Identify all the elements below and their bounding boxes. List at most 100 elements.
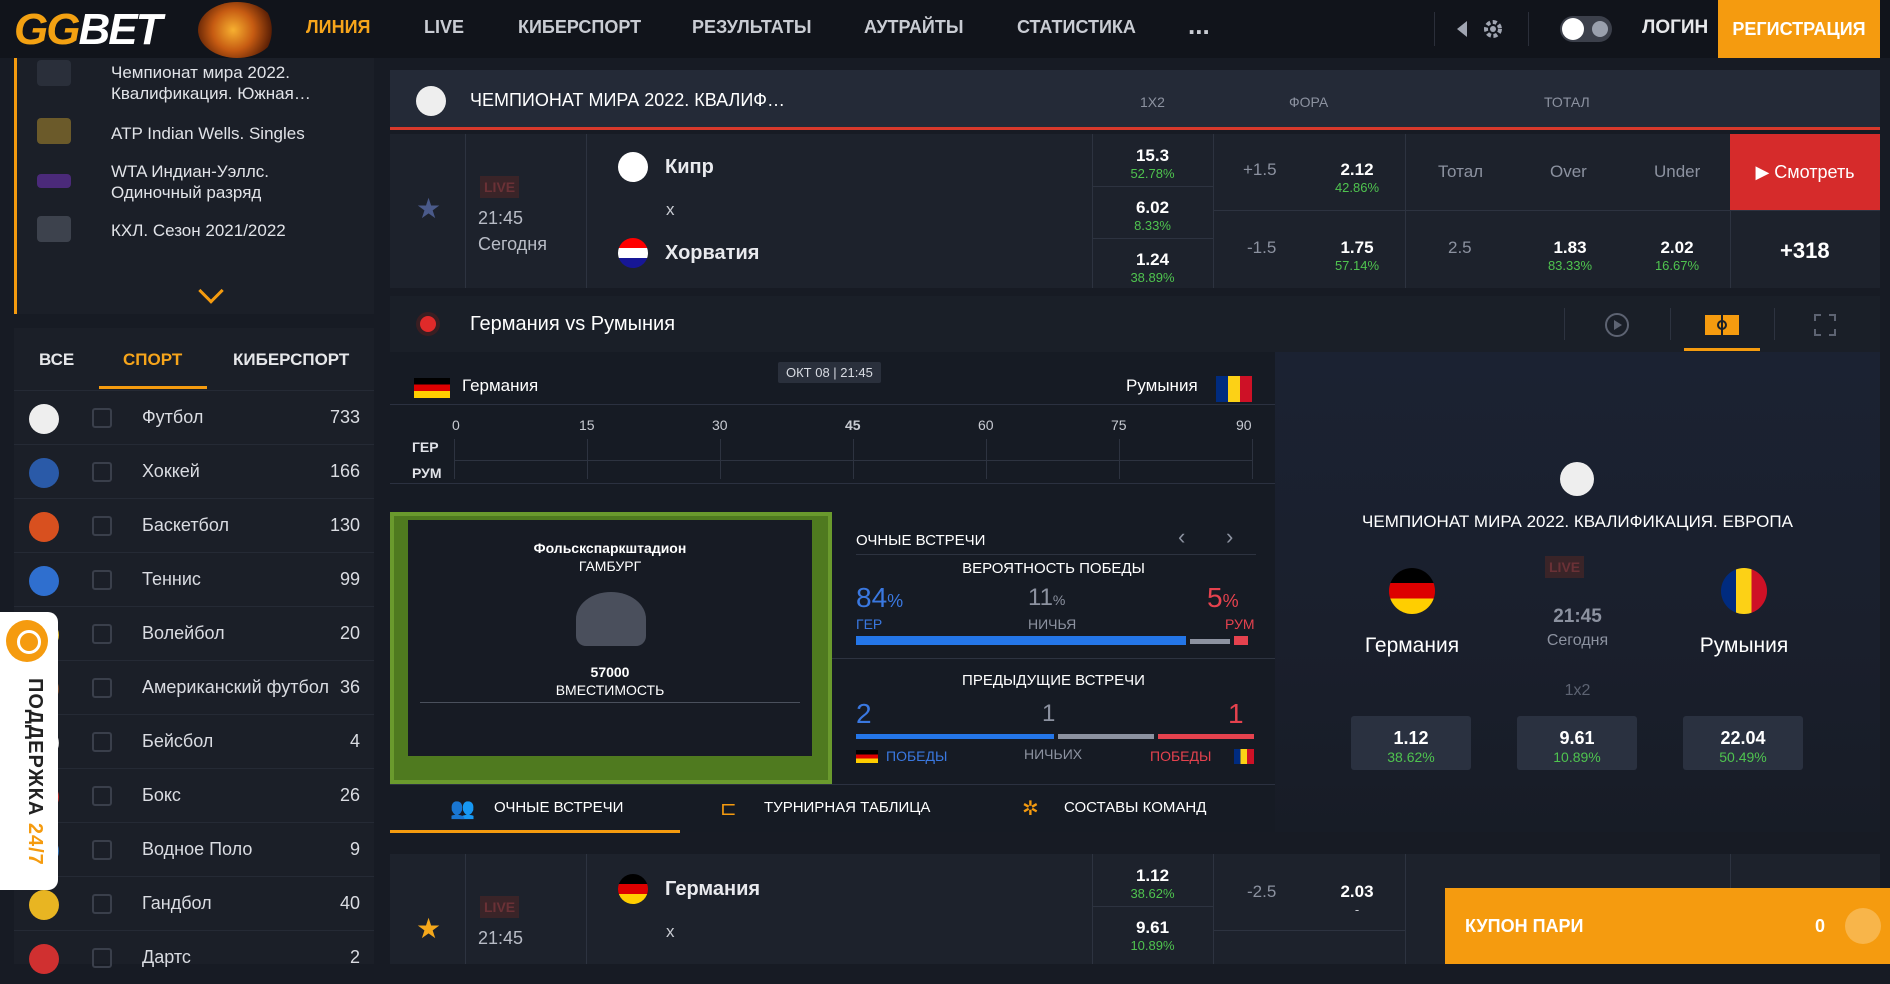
star-icon[interactable]: ★: [416, 193, 442, 224]
prob-home: 84: [856, 582, 888, 613]
checkbox[interactable]: [92, 408, 112, 428]
tick-label: 90: [1236, 417, 1252, 433]
tab-standings[interactable]: ТУРНИРНАЯ ТАБЛИЦА: [764, 799, 931, 816]
bet-slip[interactable]: КУПОН ПАРИ 0: [1445, 888, 1890, 964]
checkbox[interactable]: [92, 894, 112, 914]
league-title[interactable]: ЧЕМПИОНАТ МИРА 2022. КВАЛИФ…: [470, 90, 785, 110]
odd-button[interactable]: 9.61 10.89%: [1517, 716, 1637, 770]
sport-item-basketball[interactable]: Баскетбол 130: [14, 498, 374, 552]
league-item[interactable]: ATP Indian Wells. Singles: [111, 124, 305, 143]
checkbox[interactable]: [92, 678, 112, 698]
odd-button[interactable]: 2.12 42.86%: [1310, 160, 1404, 195]
chevron-right-icon[interactable]: ›: [1226, 524, 1234, 549]
tab-sport[interactable]: СПОРТ: [123, 350, 183, 369]
match-tracker: Германия ОКТ 08 | 21:45 Румыния 0 15 30 …: [390, 352, 1275, 833]
odd-percent: 38.62%: [1387, 749, 1435, 765]
theme-toggle[interactable]: [1560, 16, 1612, 42]
checkbox[interactable]: [92, 840, 112, 860]
timeline-row-divider: [454, 460, 1252, 461]
checkbox[interactable]: [92, 570, 112, 590]
away-label: РУМ: [1225, 616, 1255, 632]
sport-item-boxing[interactable]: Бокс 26: [14, 768, 374, 822]
odd-button[interactable]: 15.3 52.78%: [1092, 146, 1213, 181]
checkbox[interactable]: [92, 462, 112, 482]
odd-percent: 38.62%: [1130, 886, 1175, 901]
checkbox[interactable]: [92, 624, 112, 644]
sport-name: Футбол: [142, 407, 204, 427]
sport-item-darts[interactable]: Дартс 2: [14, 930, 374, 984]
away-team: Румыния: [1699, 634, 1789, 657]
odd-value: 2.12: [1340, 160, 1374, 179]
caret-left-icon[interactable]: [1455, 19, 1469, 39]
match-day: Сегодня: [1546, 632, 1609, 649]
chevron-down-icon[interactable]: [198, 278, 224, 304]
sport-item-volleyball[interactable]: Волейбол 20: [14, 606, 374, 660]
sport-item-baseball[interactable]: Бейсбол 4: [14, 714, 374, 768]
odd-button[interactable]: 1.24 38.89%: [1092, 250, 1213, 285]
register-button[interactable]: РЕГИСТРАЦИЯ: [1718, 0, 1880, 58]
basketball-icon: [29, 512, 59, 542]
team-name[interactable]: Германия: [665, 878, 761, 900]
odd-button[interactable]: 9.61 10.89%: [1092, 918, 1213, 953]
sport-item-american-football[interactable]: Американский футбол 36: [14, 660, 374, 714]
nav-outrights[interactable]: АУТРАЙТЫ: [864, 17, 964, 37]
team-name[interactable]: Кипр: [665, 156, 714, 178]
odd-button[interactable]: 2.02 16.67%: [1624, 238, 1730, 273]
team-name[interactable]: Хорватия: [665, 242, 760, 264]
nav-more[interactable]: ...: [1188, 10, 1210, 40]
nav-esports[interactable]: КИБЕРСПОРТ: [518, 17, 642, 37]
league-item[interactable]: КХЛ. Сезон 2021/2022: [111, 221, 286, 240]
sport-item-football[interactable]: Футбол 733: [14, 390, 374, 444]
fullscreen-icon[interactable]: [1814, 314, 1836, 336]
watch-button[interactable]: ▶ Смотреть: [1730, 134, 1880, 210]
tab-lineups[interactable]: СОСТАВЫ КОМАНД: [1064, 799, 1207, 816]
odd-button[interactable]: 1.75 57.14%: [1310, 238, 1404, 273]
tennis-icon: [29, 566, 59, 596]
field-view-icon[interactable]: [1704, 314, 1740, 336]
odd-button[interactable]: 1.83 83.33%: [1515, 238, 1625, 273]
divider: [1730, 134, 1731, 288]
romania-flag-icon: [1234, 749, 1254, 764]
timeline-team: РУМ: [412, 465, 442, 481]
germany-flag-icon: [856, 750, 878, 763]
sport-item-water-polo[interactable]: Водное Поло 9: [14, 822, 374, 876]
tab-esport[interactable]: КИБЕРСПОРТ: [233, 350, 350, 369]
match-time: 21:45: [478, 928, 524, 948]
sport-item-tennis[interactable]: Теннис 99: [14, 552, 374, 606]
stadium-city: ГАМБУРГ: [578, 558, 642, 574]
odd-button[interactable]: 1.12 38.62%: [1351, 716, 1471, 770]
prev-home: 2: [856, 698, 872, 729]
more-markets-button[interactable]: +318: [1780, 238, 1830, 263]
star-icon[interactable]: ★: [416, 913, 442, 944]
odd-button[interactable]: 6.02 8.33%: [1092, 198, 1213, 233]
gear-icon[interactable]: [1481, 17, 1505, 41]
login-button[interactable]: ЛОГИН: [1642, 17, 1709, 38]
stadium-capacity: 57000: [590, 664, 630, 680]
league-item[interactable]: Чемпионат мира 2022. Квалификация. Южная…: [111, 63, 311, 103]
chevron-left-icon[interactable]: ‹: [1178, 524, 1186, 549]
league-item[interactable]: WTA Индиан-Уэллс. Одиночный разряд: [111, 162, 269, 202]
sport-item-handball[interactable]: Гандбол 40: [14, 876, 374, 930]
capacity-label: ВМЕСТИМОСТЬ: [555, 682, 665, 698]
draws-label: НИЧЬИХ: [1024, 746, 1083, 762]
nav-line[interactable]: ЛИНИЯ: [306, 17, 371, 37]
checkbox[interactable]: [92, 786, 112, 806]
play-icon[interactable]: [1604, 312, 1630, 338]
logo[interactable]: GGBET: [14, 5, 162, 54]
nav-statistics[interactable]: СТАТИСТИКА: [1017, 17, 1136, 37]
odd-value: 15.3: [1135, 146, 1170, 165]
odd-button[interactable]: 2.03-: [1310, 882, 1404, 917]
checkbox[interactable]: [92, 948, 112, 968]
nav-results[interactable]: РЕЗУЛЬТАТЫ: [692, 17, 812, 37]
odd-button[interactable]: 22.04 50.49%: [1683, 716, 1803, 770]
support-widget[interactable]: ПОДДЕРЖКА 24/7: [0, 612, 58, 890]
checkbox[interactable]: [92, 732, 112, 752]
tab-h2h[interactable]: ОЧНЫЕ ВСТРЕЧИ: [494, 799, 624, 816]
sport-item-hockey[interactable]: Хоккей 166: [14, 444, 374, 498]
tab-all[interactable]: ВСЕ: [39, 350, 75, 369]
atp-icon: [37, 118, 71, 144]
nav-live[interactable]: LIVE: [424, 17, 465, 37]
chevron-up-icon[interactable]: [1845, 908, 1881, 944]
checkbox[interactable]: [92, 516, 112, 536]
odd-button[interactable]: 1.12 38.62%: [1092, 866, 1213, 901]
